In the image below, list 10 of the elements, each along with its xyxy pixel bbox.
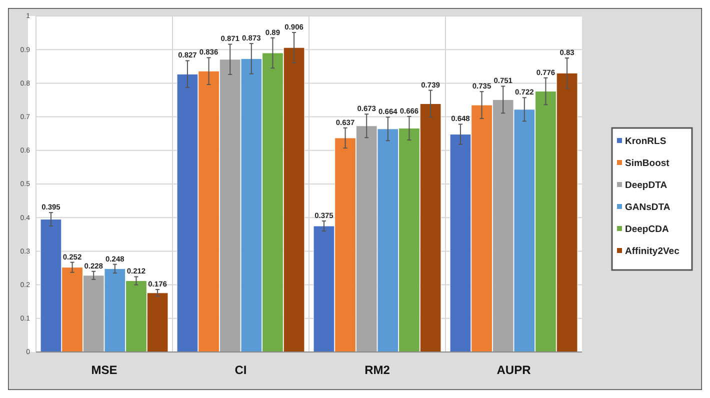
legend-label: SimBoost	[625, 158, 670, 170]
x-tick-label: MSE	[91, 363, 118, 377]
legend-label: DeepCDA	[625, 224, 669, 236]
x-tick-label: AUPR	[496, 363, 532, 377]
legend-label: Affinity2Vec	[625, 246, 680, 258]
x-tick-label: CI	[234, 363, 247, 377]
legend-label: KronRLS	[625, 136, 666, 148]
x-tick-label: RM2	[364, 363, 390, 377]
legend-label: DeepDTA	[625, 180, 668, 192]
legend-label: GANsDTA	[625, 202, 670, 214]
